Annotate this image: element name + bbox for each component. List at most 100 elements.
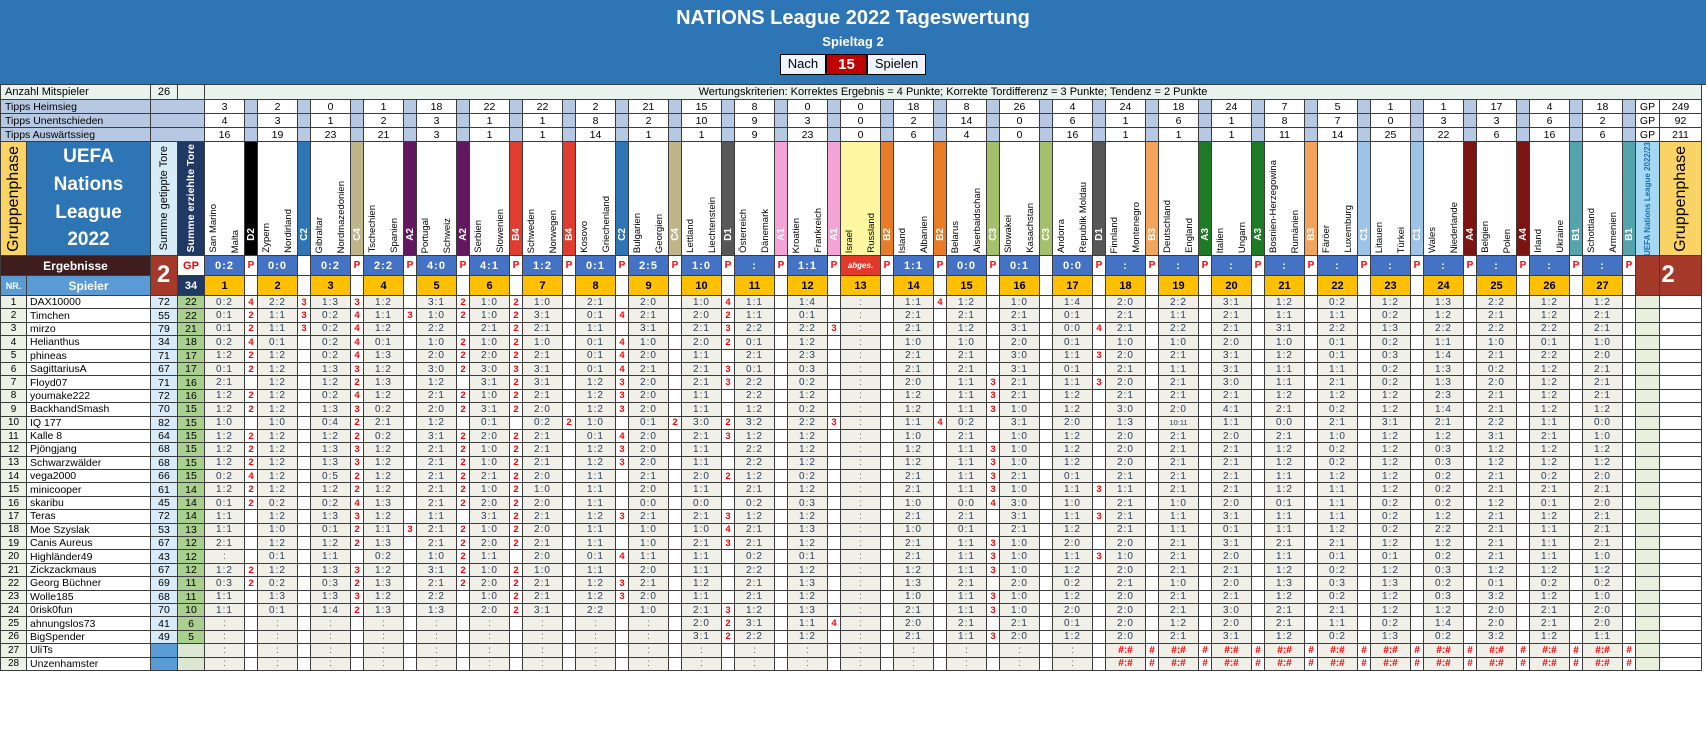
- tipps-count-cell[interactable]: 9: [735, 128, 775, 142]
- tip-cell[interactable]: 1:1: [682, 403, 722, 417]
- tip-cell[interactable]: :: [841, 443, 881, 457]
- tip-cell[interactable]: 2:1: [1583, 362, 1623, 377]
- tip-cell[interactable]: 1:1: [258, 322, 298, 337]
- tip-cell[interactable]: 2:0: [1106, 349, 1146, 363]
- tip-cell[interactable]: 1:1: [735, 309, 775, 323]
- tipps-count-cell[interactable]: 1: [523, 114, 563, 128]
- tip-cell[interactable]: 1:1: [947, 590, 987, 604]
- tip-cell[interactable]: 3:1: [1000, 322, 1040, 337]
- summe-erzielte-cell[interactable]: 17: [178, 349, 205, 363]
- summe-erzielte-cell[interactable]: 11: [178, 577, 205, 591]
- tip-cell[interactable]: 1:1: [1159, 510, 1199, 524]
- tip-cell[interactable]: 2:1: [1212, 389, 1252, 404]
- tip-cell[interactable]: 1:0: [1477, 336, 1517, 350]
- tip-cell[interactable]: 1:1: [1159, 309, 1199, 323]
- tip-cell[interactable]: 1:2: [364, 389, 404, 404]
- tip-cell[interactable]: 1:2: [1265, 563, 1305, 578]
- tip-cell[interactable]: #:#: [1159, 657, 1199, 671]
- tip-cell[interactable]: 2:0: [629, 443, 669, 457]
- tip-cell[interactable]: 1:0: [258, 523, 298, 538]
- tip-cell[interactable]: 1:1: [947, 389, 987, 404]
- match-result[interactable]: 0:2: [205, 256, 245, 276]
- tip-cell[interactable]: 2:1: [1477, 537, 1517, 551]
- tip-cell[interactable]: 2:0: [470, 349, 510, 363]
- player-name[interactable]: phineas: [27, 349, 151, 363]
- tip-cell[interactable]: 1:1: [1265, 470, 1305, 484]
- tip-cell[interactable]: :: [735, 644, 775, 658]
- tip-cell[interactable]: 1:1: [894, 416, 934, 430]
- tip-cell[interactable]: 1:1: [1265, 523, 1305, 538]
- tip-cell[interactable]: 2:1: [417, 537, 457, 551]
- tip-cell[interactable]: 1:2: [1371, 563, 1411, 578]
- tipps-count-cell[interactable]: 16: [205, 128, 245, 142]
- tip-cell[interactable]: 0:2: [1371, 617, 1411, 631]
- tip-cell[interactable]: 1:2: [1477, 443, 1517, 457]
- tipps-count-cell[interactable]: 0: [1000, 128, 1040, 142]
- tip-cell[interactable]: 1:2: [1424, 603, 1464, 618]
- tip-cell[interactable]: 2:2: [735, 322, 775, 337]
- tipps-count-cell[interactable]: 24: [1106, 100, 1146, 114]
- tip-cell[interactable]: 2:1: [629, 309, 669, 323]
- tip-cell[interactable]: #:#: [1477, 657, 1517, 671]
- tip-cell[interactable]: 1:2: [205, 483, 245, 497]
- tip-cell[interactable]: :: [841, 630, 881, 645]
- summe-erzielte-cell[interactable]: 14: [178, 510, 205, 524]
- tip-cell[interactable]: 2:0: [1212, 577, 1252, 591]
- tip-cell[interactable]: 1:3: [258, 590, 298, 604]
- tipps-count-cell[interactable]: 2: [576, 100, 616, 114]
- summe-erzielte-cell[interactable]: 15: [178, 429, 205, 444]
- tip-cell[interactable]: 1:0: [894, 590, 934, 604]
- tip-cell[interactable]: 1:2: [894, 389, 934, 404]
- tip-cell[interactable]: 2:0: [470, 496, 510, 511]
- tip-cell[interactable]: 0:2: [1318, 456, 1358, 471]
- tip-cell[interactable]: 1:1: [947, 603, 987, 618]
- tip-cell[interactable]: 2:1: [1530, 483, 1570, 497]
- tip-cell[interactable]: :: [523, 630, 563, 645]
- tip-cell[interactable]: 1:2: [1265, 590, 1305, 604]
- summe-getippte-cell[interactable]: [151, 644, 178, 658]
- tip-cell[interactable]: 1:2: [417, 416, 457, 430]
- match-result[interactable]: 2:2: [364, 256, 404, 276]
- tip-cell[interactable]: 1:3: [311, 563, 351, 578]
- tip-cell[interactable]: 2:1: [1583, 389, 1623, 404]
- tip-cell[interactable]: :: [841, 309, 881, 323]
- tip-cell[interactable]: 2:0: [1212, 550, 1252, 564]
- player-name[interactable]: Pjöngjang: [27, 443, 151, 457]
- tip-cell[interactable]: 1:3: [311, 456, 351, 471]
- tip-cell[interactable]: 2:0: [1106, 443, 1146, 457]
- tip-cell[interactable]: 1:1: [947, 456, 987, 471]
- tip-cell[interactable]: :: [841, 470, 881, 484]
- tip-cell[interactable]: :: [470, 644, 510, 658]
- tip-cell[interactable]: 1:4: [1424, 403, 1464, 417]
- tip-cell[interactable]: 1:2: [364, 322, 404, 337]
- tip-cell[interactable]: 1:2: [205, 403, 245, 417]
- tip-cell[interactable]: 1:1: [576, 322, 616, 337]
- tip-cell[interactable]: 1:0: [1000, 429, 1040, 444]
- tipps-count-cell[interactable]: 21: [364, 128, 404, 142]
- tip-cell[interactable]: 2:1: [1000, 617, 1040, 631]
- tip-cell[interactable]: 1:2: [258, 429, 298, 444]
- tip-cell[interactable]: 2:1: [735, 537, 775, 551]
- tip-cell[interactable]: :: [311, 617, 351, 631]
- tip-cell[interactable]: 2:1: [947, 349, 987, 363]
- tip-cell[interactable]: 1:2: [258, 349, 298, 363]
- tip-cell[interactable]: 3:1: [470, 376, 510, 390]
- tip-cell[interactable]: :: [364, 630, 404, 645]
- tip-cell[interactable]: 1:3: [1424, 362, 1464, 377]
- tip-cell[interactable]: 1:1: [470, 550, 510, 564]
- tip-cell[interactable]: 2:1: [1000, 523, 1040, 538]
- tip-cell[interactable]: 2:1: [1159, 376, 1199, 390]
- tip-cell[interactable]: 1:2: [1583, 403, 1623, 417]
- summe-erzielte-cell[interactable]: 10: [178, 603, 205, 618]
- tip-cell[interactable]: 1:0: [417, 550, 457, 564]
- summe-getippte-cell[interactable]: 41: [151, 617, 178, 631]
- tip-cell[interactable]: 0:1: [1530, 496, 1570, 511]
- tip-cell[interactable]: 3:1: [1212, 362, 1252, 377]
- tip-cell[interactable]: :: [311, 657, 351, 671]
- tip-cell[interactable]: 1:2: [735, 429, 775, 444]
- tip-cell[interactable]: 2:1: [682, 429, 722, 444]
- tip-cell[interactable]: 0:2: [364, 403, 404, 417]
- tip-cell[interactable]: 0:1: [258, 336, 298, 350]
- tip-cell[interactable]: 1:2: [1424, 429, 1464, 444]
- tip-cell[interactable]: 1:1: [311, 550, 351, 564]
